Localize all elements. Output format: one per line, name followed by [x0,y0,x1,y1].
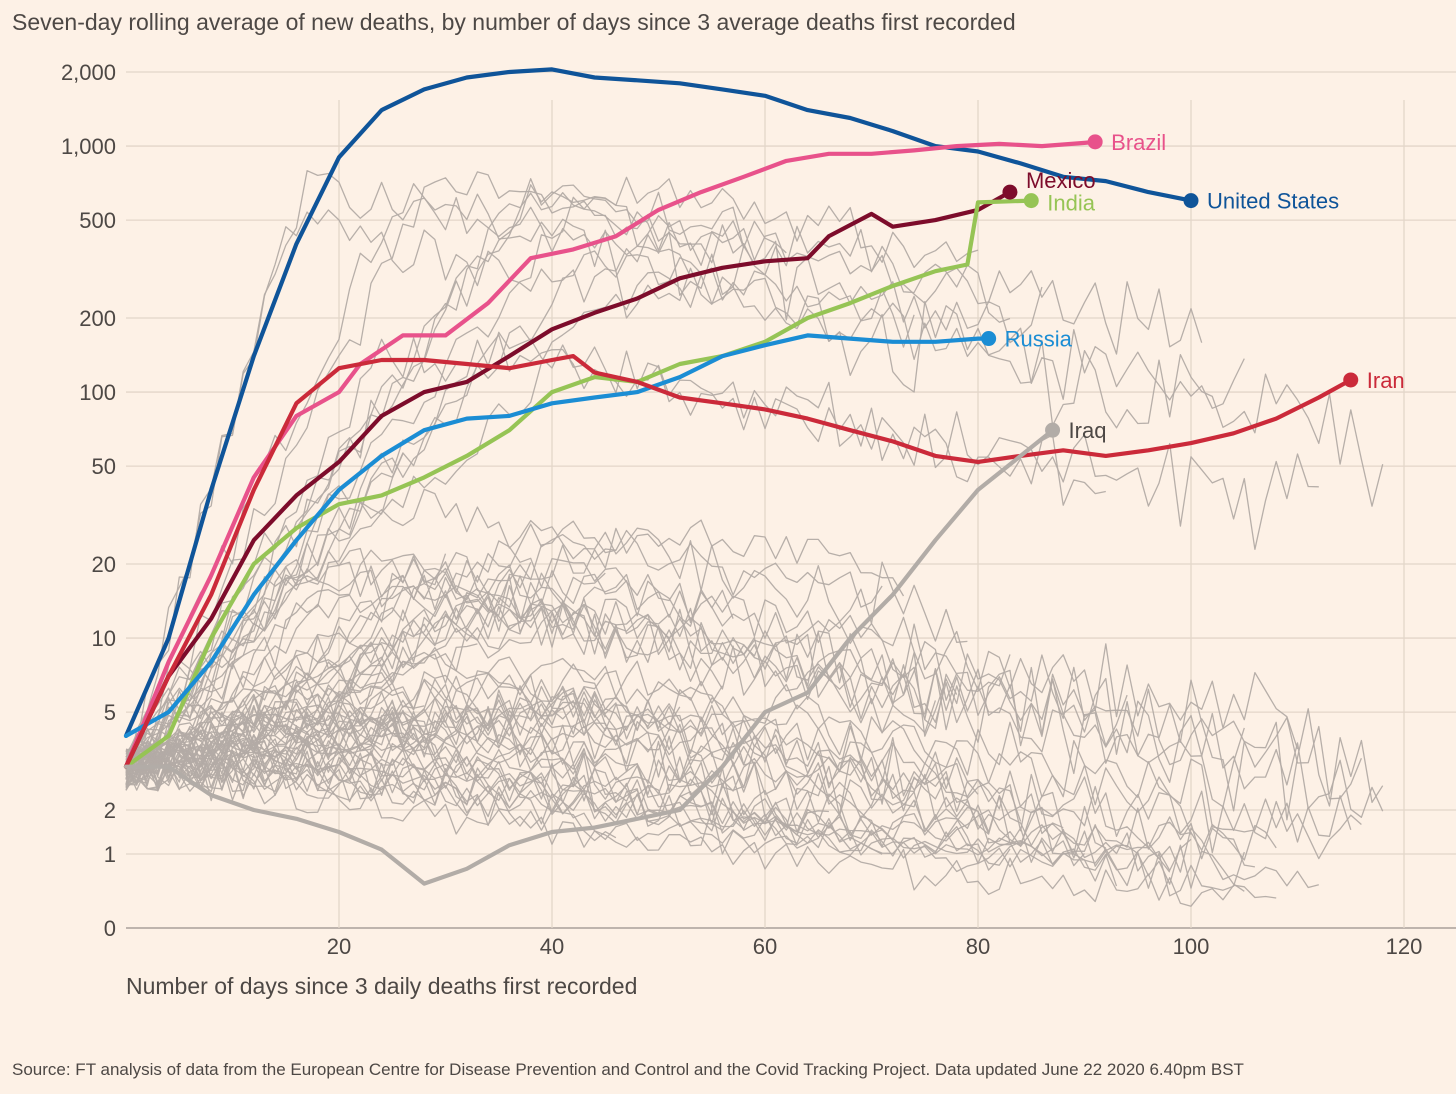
background-country-line [125,559,1384,821]
y-tick-label: 2 [104,798,116,823]
background-country-line [125,749,883,840]
background-country-lines [125,170,1384,907]
y-tick-label: 20 [92,552,116,577]
y-tick-label: 200 [79,306,116,331]
background-country-line [125,670,1192,835]
series-line-brazil [123,139,1098,769]
background-country-line [125,657,1352,843]
background-country-line [125,184,1203,771]
background-country-line [125,651,723,772]
background-country-line [125,704,1245,892]
series-end-dot-russia [981,331,997,347]
y-tick-label: 500 [79,208,116,233]
x-tick-label: 20 [327,934,351,959]
background-country-line [125,671,1362,860]
y-tick-label: 5 [104,700,116,725]
y-tick-label: 0 [104,916,116,941]
background-country-line [125,523,616,788]
background-country-line [125,337,457,758]
series-label-russia: Russia [1005,327,1073,352]
x-tick-label: 80 [966,934,990,959]
background-country-line [125,757,1277,907]
x-tick-label: 120 [1386,934,1423,959]
background-country-line [125,643,478,775]
background-country-line [125,699,1277,861]
series-label-brazil: Brazil [1111,130,1166,155]
background-country-line [125,178,787,776]
background-country-line [125,685,894,805]
background-country-line [125,183,692,779]
series-label-mexico: Mexico [1026,168,1096,193]
background-country-line [125,742,1118,887]
background-country-line [125,722,1064,835]
x-tick-label: 100 [1173,934,1210,959]
highlighted-country-lines [123,67,1353,886]
series-label-india: India [1047,191,1095,216]
background-country-line [125,754,617,842]
background-country-line [125,569,1245,808]
background-country-line [125,696,1319,889]
background-country-line [125,746,883,856]
y-tick-label: 1,000 [61,134,116,159]
background-country-line [125,749,1192,872]
background-country-line [125,171,1011,753]
y-tick-label: 1 [104,842,116,867]
x-tick-label: 60 [753,934,777,959]
background-country-line [125,519,905,772]
background-country-line [125,520,883,789]
y-axis-ticks: 0 1 2 5 10 20 50 100 200 500 1,000 2,000 [61,60,116,941]
series-label-united-states: United States [1207,189,1339,214]
series-line-mexico [123,190,1013,769]
chart-subtitle: Seven-day rolling average of new deaths,… [12,9,1016,35]
series-end-dot-united-states [1183,193,1199,209]
x-axis-title: Number of days since 3 daily deaths firs… [126,973,637,999]
series-line-iran [123,354,1353,769]
background-country-line [125,585,937,774]
series-end-dot-iraq [1045,422,1061,438]
x-axis-ticks: 20 40 60 80 100 120 [327,934,1423,959]
series-line-india [123,198,1034,769]
background-country-line [125,540,734,764]
x-tick-label: 40 [540,934,564,959]
series-line-iraq [123,428,1055,886]
y-tick-label: 2,000 [61,60,116,85]
grid [126,71,1456,929]
y-tick-label: 10 [92,626,116,651]
background-country-line [125,192,745,769]
series-end-dot-mexico [1002,184,1018,200]
background-country-line [125,209,1384,785]
series-line-united-states [123,67,1194,738]
series-line-russia [123,333,991,738]
background-country-line [125,331,1319,768]
series-end-dot-brazil [1087,134,1103,150]
background-country-line [125,485,968,763]
series-end-dot-india [1023,193,1039,209]
y-tick-label: 100 [79,380,116,405]
background-country-line [125,694,1107,855]
series-label-iran: Iran [1367,368,1405,393]
background-country-line [125,673,627,784]
series-label-iraq: Iraq [1069,418,1107,443]
series-end-dot-iran [1343,372,1359,388]
source-note: Source: FT analysis of data from the Eur… [12,1060,1244,1079]
background-country-line [125,553,447,771]
y-tick-label: 50 [92,454,116,479]
